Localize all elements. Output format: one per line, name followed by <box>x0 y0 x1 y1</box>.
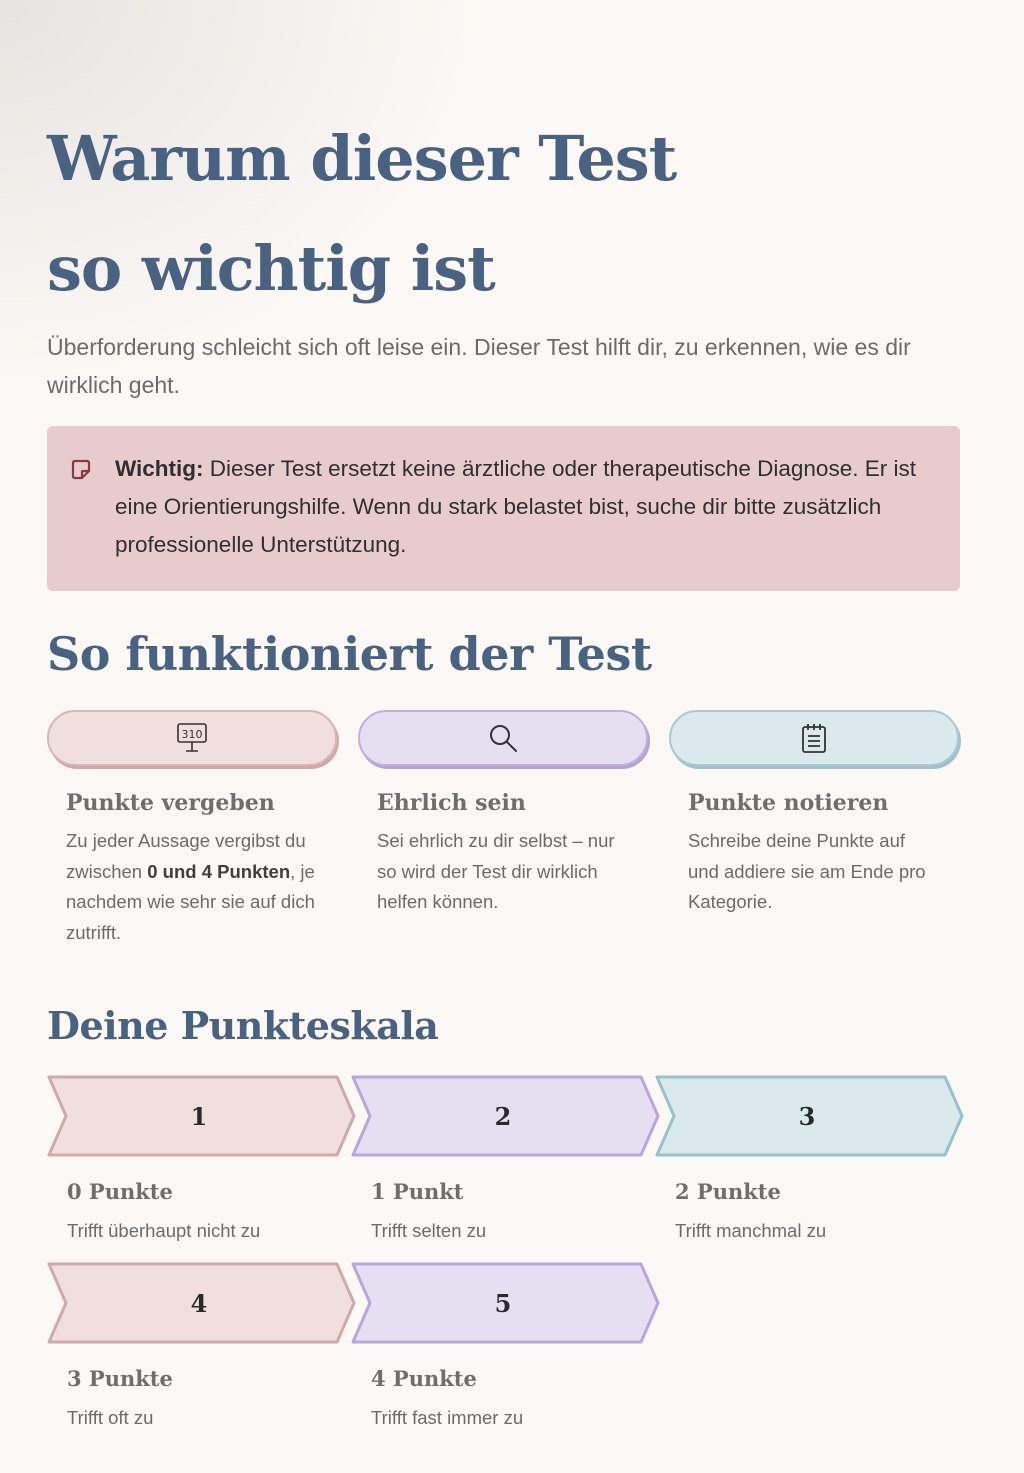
title-line-1: Warum dieser Test <box>47 122 677 195</box>
step-pill <box>358 710 648 766</box>
scoreboard-icon: 310 <box>177 723 207 752</box>
step-title: Punkte vergeben <box>66 790 275 816</box>
scale-label: 4 Punkte <box>371 1366 477 1391</box>
scale-item-4: 4 3 Punkte Trifft oft zu <box>47 1262 357 1432</box>
step-text: Zu jeder Aussage vergibst du zwischen 0 … <box>66 830 315 943</box>
scale-item-3: 3 2 Punkte Trifft manchmal zu <box>655 1075 965 1245</box>
step-text: Sei ehrlich zu dir selbst – nur so wird … <box>377 830 615 912</box>
page-title: Warum dieser Test so wichtig ist <box>47 104 677 324</box>
scale-label: 3 Punkte <box>67 1366 173 1391</box>
notice-label: Wichtig: <box>115 456 204 481</box>
scale-chevron: 1 <box>47 1075 357 1157</box>
scale-desc: Trifft selten zu <box>371 1220 487 1241</box>
step-pill <box>669 710 959 766</box>
scale-label: 0 Punkte <box>67 1179 173 1204</box>
scale-item-1: 1 0 Punkte Trifft überhaupt nicht zu <box>47 1075 357 1245</box>
search-icon <box>490 725 517 752</box>
scale-desc: Trifft oft zu <box>67 1407 154 1428</box>
scale-chevron: 4 <box>47 1262 357 1344</box>
scoreboard-text: 310 <box>182 728 203 741</box>
scale-chevron: 3 <box>655 1075 965 1157</box>
scale-number: 2 <box>494 1101 512 1131</box>
step-card-points: 310 Punkte vergeben Zu jeder Aussage ver… <box>47 710 339 948</box>
scale-item-5: 5 4 Punkte Trifft fast immer zu <box>351 1262 661 1432</box>
important-notice: Wichtig: Dieser Test ersetzt keine ärztl… <box>47 426 960 591</box>
scale-desc: Trifft fast immer zu <box>371 1407 524 1428</box>
intro-text: Überforderung schleicht sich oft leise e… <box>47 334 911 398</box>
scale-item-2: 2 1 Punkt Trifft selten zu <box>351 1075 661 1245</box>
step-pill: 310 <box>47 710 337 766</box>
step-card-note: Punkte notieren Schreibe deine Punkte au… <box>669 710 961 918</box>
scale-label: 1 Punkt <box>371 1179 464 1204</box>
notepad-icon <box>802 724 826 753</box>
notice-text: Wichtig: Dieser Test ersetzt keine ärztl… <box>115 450 945 564</box>
scale-label: 2 Punkte <box>675 1179 781 1204</box>
scale-chevron: 2 <box>351 1075 661 1157</box>
title-line-2: so wichtig ist <box>47 232 496 305</box>
step-card-honest: Ehrlich sein Sei ehrlich zu dir selbst –… <box>358 710 650 918</box>
notice-body: Dieser Test ersetzt keine ärztliche oder… <box>115 456 916 557</box>
scale-number: 1 <box>190 1101 208 1131</box>
scale-number: 4 <box>190 1288 208 1318</box>
step-text: Schreibe deine Punkte auf und addiere si… <box>688 830 926 912</box>
scale-heading: Deine Punkteskala <box>47 1003 439 1048</box>
step-title: Ehrlich sein <box>377 790 526 816</box>
scale-chevron: 5 <box>351 1262 661 1344</box>
scale-number: 5 <box>494 1288 512 1318</box>
scale-number: 3 <box>798 1101 816 1131</box>
scale-desc: Trifft manchmal zu <box>675 1220 827 1241</box>
how-it-works-heading: So funktioniert der Test <box>47 627 652 681</box>
sticky-note-icon <box>71 459 91 480</box>
scale-desc: Trifft überhaupt nicht zu <box>67 1220 261 1241</box>
step-title: Punkte notieren <box>688 790 889 816</box>
